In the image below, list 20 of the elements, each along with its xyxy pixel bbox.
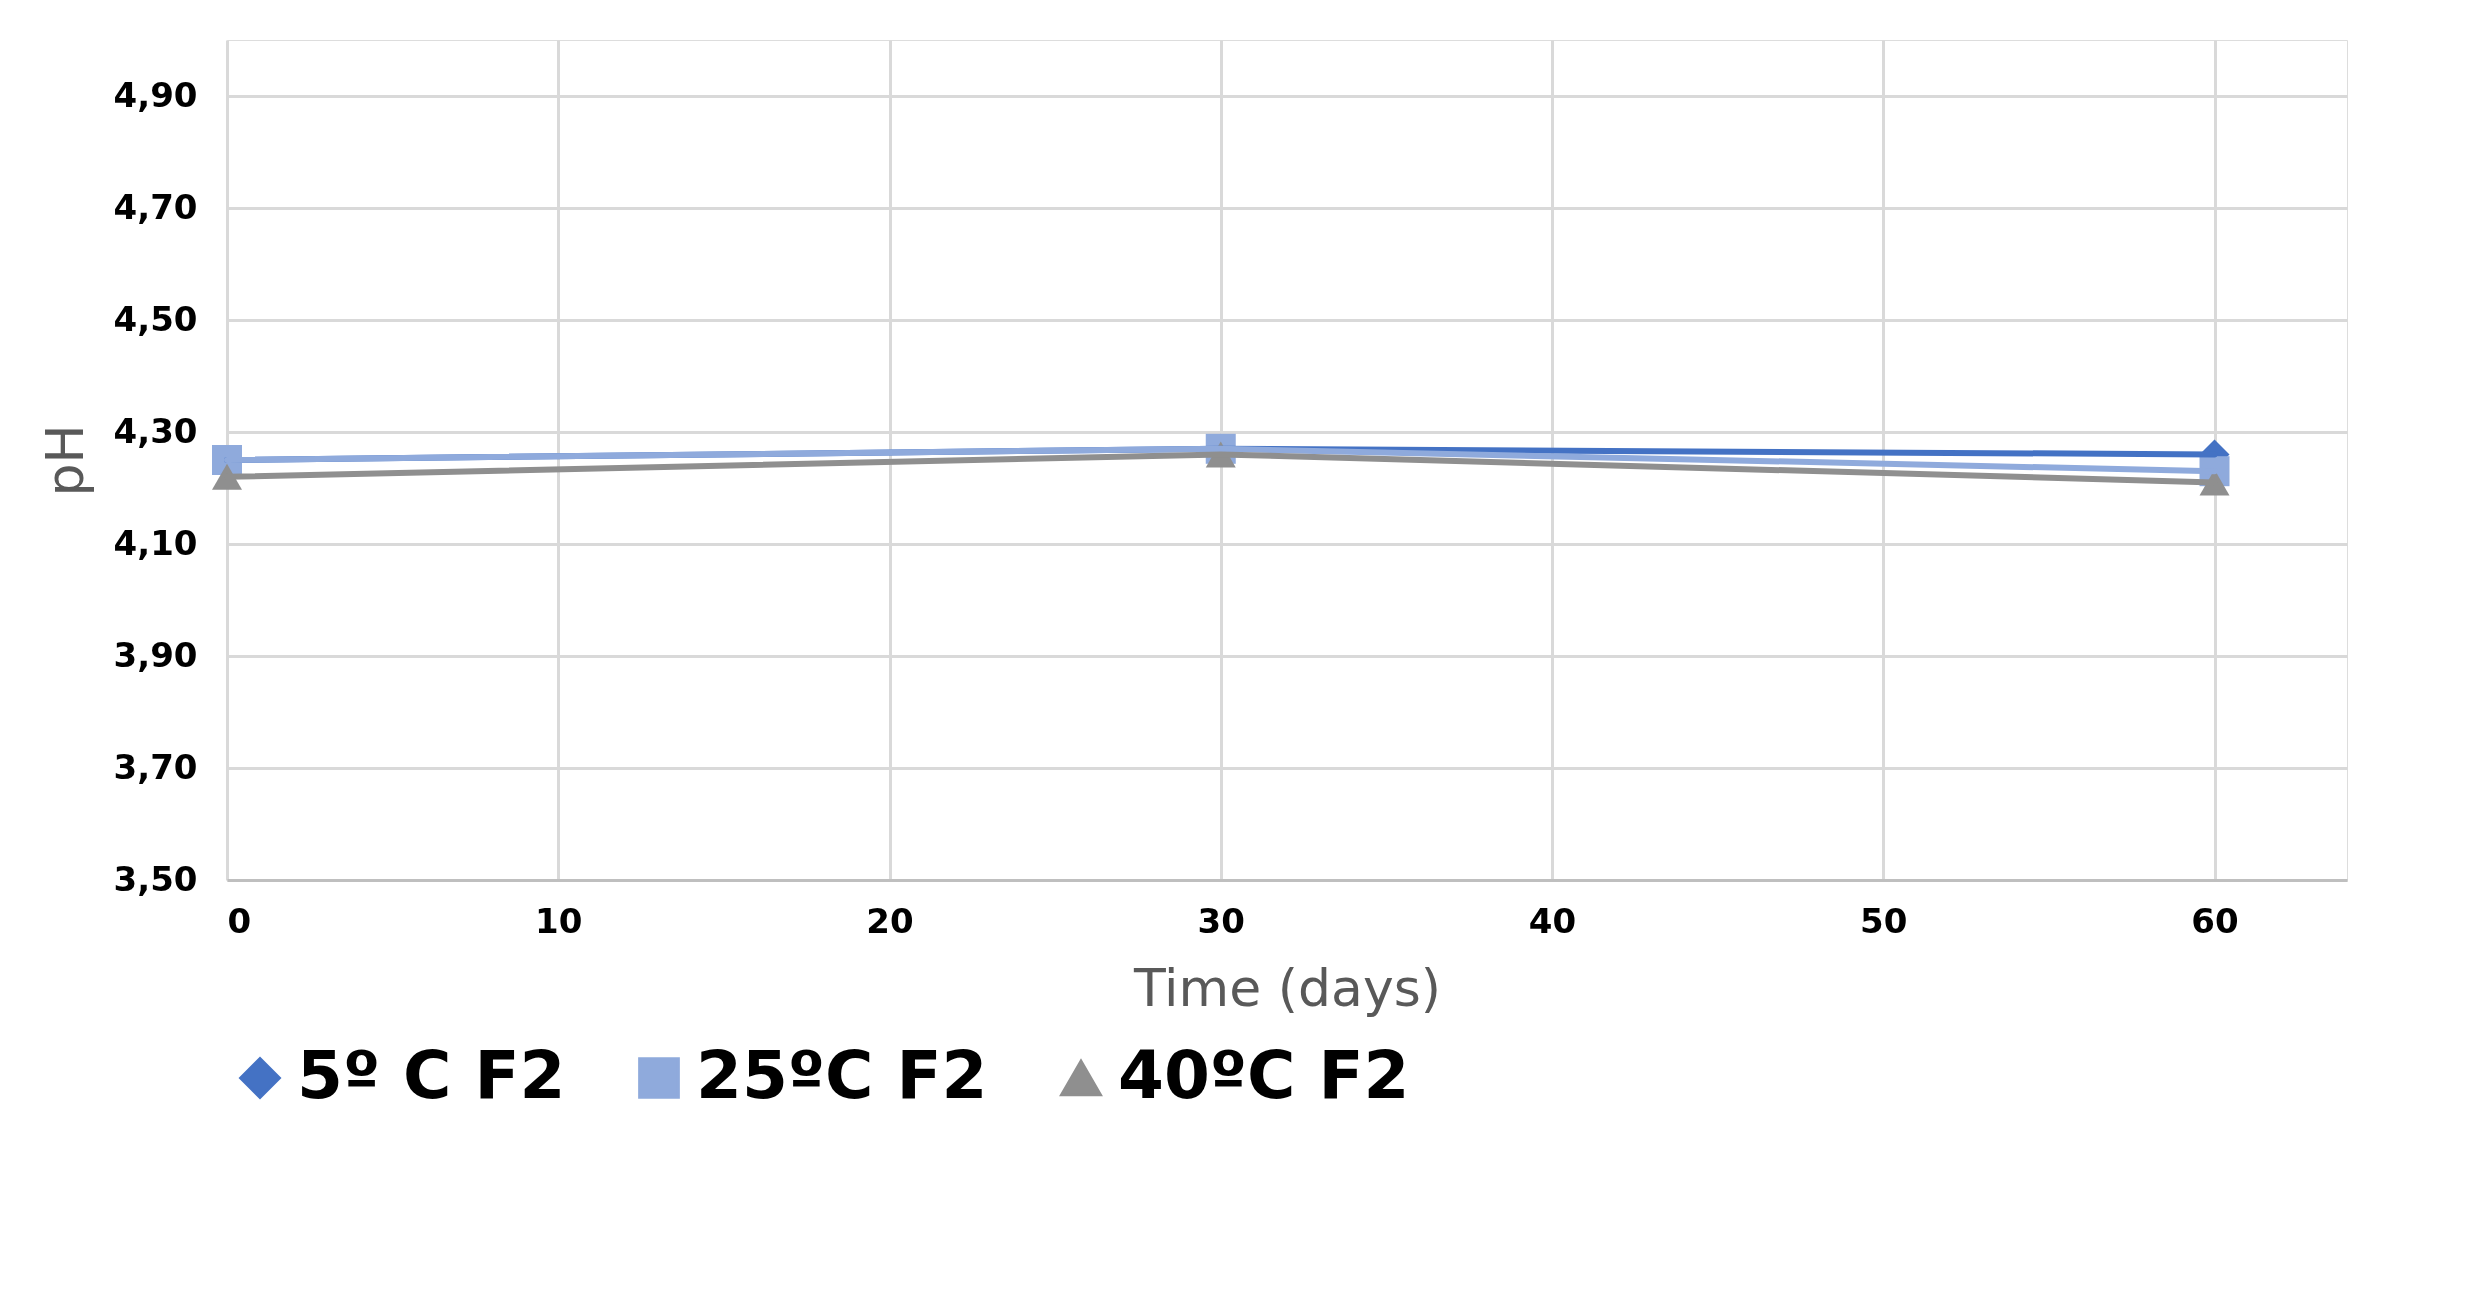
x-tick-label: 50 bbox=[1860, 900, 1908, 941]
y-tick-label: 3,90 bbox=[113, 634, 198, 675]
x-tick-label: 30 bbox=[1197, 900, 1245, 941]
x-axis-title: Time (days) bbox=[1132, 957, 1442, 1018]
x-tick-label: 10 bbox=[535, 900, 583, 941]
y-tick-label: 3,50 bbox=[113, 858, 198, 899]
x-tick-label: 20 bbox=[866, 900, 914, 941]
x-tick-label: 40 bbox=[1528, 900, 1577, 941]
legend-label: 5º C F2 bbox=[297, 1037, 566, 1114]
y-tick-label: 4,10 bbox=[113, 522, 198, 563]
y-tick-label: 4,90 bbox=[113, 74, 198, 115]
x-tick-label: 0 bbox=[227, 900, 252, 941]
y-tick-label: 4,30 bbox=[113, 410, 198, 451]
legend-label: 40ºC F2 bbox=[1118, 1037, 1410, 1114]
y-axis-title: pH bbox=[34, 424, 95, 497]
y-tick-label: 4,50 bbox=[113, 298, 198, 339]
y-tick-label: 4,70 bbox=[113, 186, 198, 227]
y-tick-label: 3,70 bbox=[113, 746, 198, 787]
x-tick-label: 60 bbox=[2191, 900, 2239, 941]
legend-label: 25ºC F2 bbox=[696, 1037, 988, 1114]
